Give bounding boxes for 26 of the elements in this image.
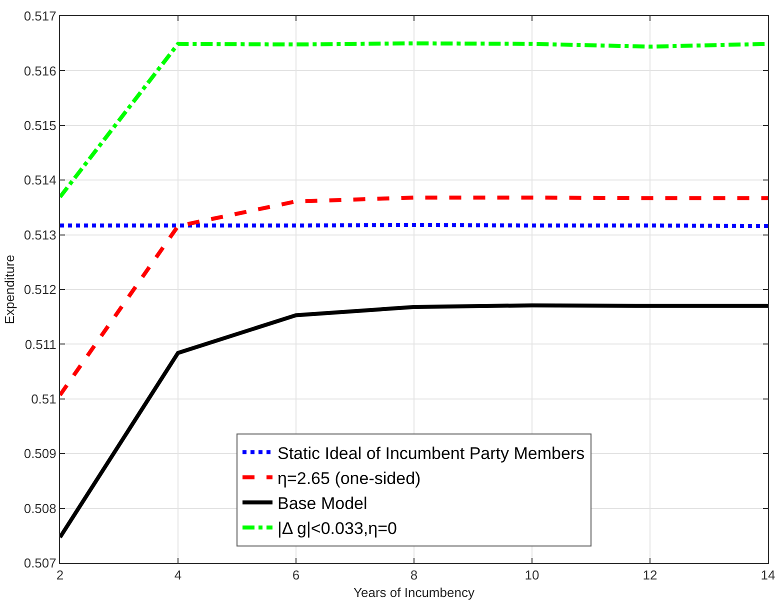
y-tick-label: 0.514 — [24, 172, 56, 188]
line-series — [60, 196, 768, 398]
x-tick-label: 14 — [760, 568, 776, 583]
y-tick-label: 0.509 — [24, 446, 56, 462]
legend-label: η=2.65 (one-sided) — [278, 468, 421, 488]
y-tick-label: 0.513 — [24, 227, 56, 242]
x-tick-label: 12 — [642, 568, 658, 583]
y-tick-label: 0.515 — [24, 118, 56, 133]
line-series — [60, 303, 768, 540]
x-axis-title: Years of Incumbency — [354, 585, 475, 600]
y-tick-label: 0.516 — [24, 63, 56, 78]
y-axis-title: Expenditure — [2, 254, 17, 324]
x-tick-label: 4 — [174, 568, 182, 583]
y-tick-label: 0.511 — [24, 336, 56, 352]
legend-label: Static Ideal of Incumbent Party Members — [278, 444, 585, 463]
x-tick-label: 6 — [292, 568, 300, 583]
legend-label: Base Model — [278, 494, 368, 513]
y-tick-label: 0.512 — [24, 282, 56, 298]
y-tick-label: 0.508 — [24, 500, 56, 516]
x-tick-label: 10 — [524, 568, 540, 583]
x-tick-label: 2 — [56, 568, 64, 583]
y-tick-label: 0.51 — [31, 391, 56, 406]
y-tick-label: 0.517 — [24, 8, 56, 24]
y-tick-label: 0.507 — [24, 556, 56, 571]
legend-label: |Δ g|<0.033,η=0 — [278, 519, 397, 538]
x-tick-label: 8 — [410, 568, 418, 583]
